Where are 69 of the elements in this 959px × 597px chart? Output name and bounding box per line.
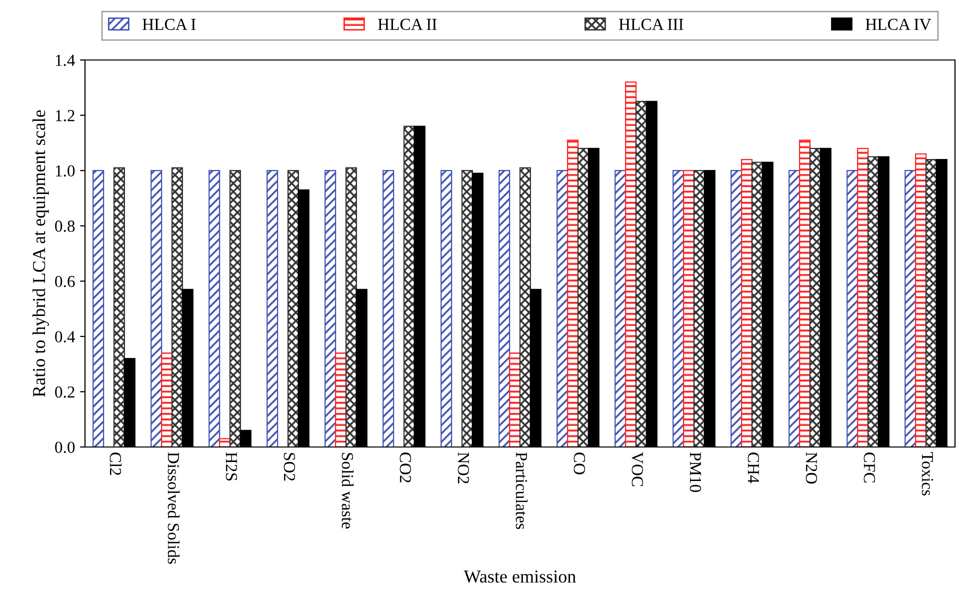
x-tick-label: Particulates — [516, 452, 528, 530]
x-tick-label: VOC — [632, 452, 644, 486]
bar — [857, 148, 869, 447]
bar — [461, 170, 473, 447]
y-tick-label: 0.2 — [55, 386, 74, 398]
bar — [229, 170, 241, 447]
x-tick-label: PM10 — [690, 452, 702, 492]
bar — [335, 352, 347, 447]
x-tick-label: CO — [574, 452, 586, 474]
x-tick-label: Cl2 — [110, 452, 122, 476]
x-tick-label: N2O — [806, 452, 818, 484]
bar — [556, 170, 568, 447]
bar — [345, 167, 357, 447]
legend-label: HLCA I — [142, 18, 196, 30]
bar — [614, 170, 626, 447]
x-tick-label: NO2 — [458, 452, 470, 484]
x-tick-label: CH4 — [748, 452, 760, 484]
x-axis-title: Waste emission — [464, 570, 576, 583]
x-tick-label: CFC — [864, 452, 876, 482]
bar — [498, 170, 510, 447]
bar — [635, 100, 647, 447]
x-tick-label: H2S — [226, 452, 238, 480]
bar — [672, 170, 684, 447]
bar — [925, 158, 937, 447]
bar — [440, 170, 452, 447]
y-tick-label: 0.0 — [55, 442, 75, 454]
bar — [171, 167, 183, 447]
y-tick-label: 0.8 — [55, 220, 75, 232]
legend-label: HLCA II — [378, 18, 437, 30]
bar — [867, 156, 879, 447]
bar — [741, 158, 753, 447]
bar — [287, 170, 299, 447]
y-tick-label: 0.4 — [55, 331, 76, 342]
y-axis-title: Ratio to hybrid LCA at equipment scale — [32, 110, 49, 397]
x-tick-label: CO2 — [400, 452, 412, 482]
bar — [915, 153, 927, 447]
legend-label: HLCA IV — [866, 18, 932, 30]
y-tick-label: 1.4 — [56, 54, 76, 66]
bar — [625, 82, 637, 447]
bar — [161, 352, 173, 447]
bar — [519, 167, 531, 447]
y-tick-label: 0.6 — [55, 276, 75, 288]
bar — [751, 162, 763, 447]
bar — [509, 352, 521, 447]
bar — [382, 170, 394, 447]
x-tick-label: Dissolved Solids — [168, 452, 180, 564]
legend-label: HLCA III — [619, 18, 684, 30]
bar — [846, 170, 858, 447]
bar — [567, 140, 579, 447]
bar — [788, 170, 800, 447]
bar — [904, 170, 916, 447]
bar — [693, 170, 705, 447]
bar — [809, 148, 821, 447]
bar — [324, 170, 336, 447]
bar — [266, 170, 278, 447]
y-tick-label: 1.2 — [56, 110, 74, 122]
x-tick-label: Solid waste — [342, 452, 354, 529]
bar — [113, 167, 125, 447]
bar — [730, 170, 742, 447]
bar — [92, 170, 104, 447]
bar — [799, 140, 811, 447]
x-tick-label: SO2 — [284, 452, 296, 481]
bar — [150, 170, 162, 447]
bar — [208, 170, 220, 447]
bar — [577, 148, 589, 447]
x-tick-label: Toxics — [922, 452, 934, 496]
y-tick-label: 1.0 — [56, 165, 75, 177]
bar — [403, 126, 415, 447]
bar — [683, 170, 695, 447]
